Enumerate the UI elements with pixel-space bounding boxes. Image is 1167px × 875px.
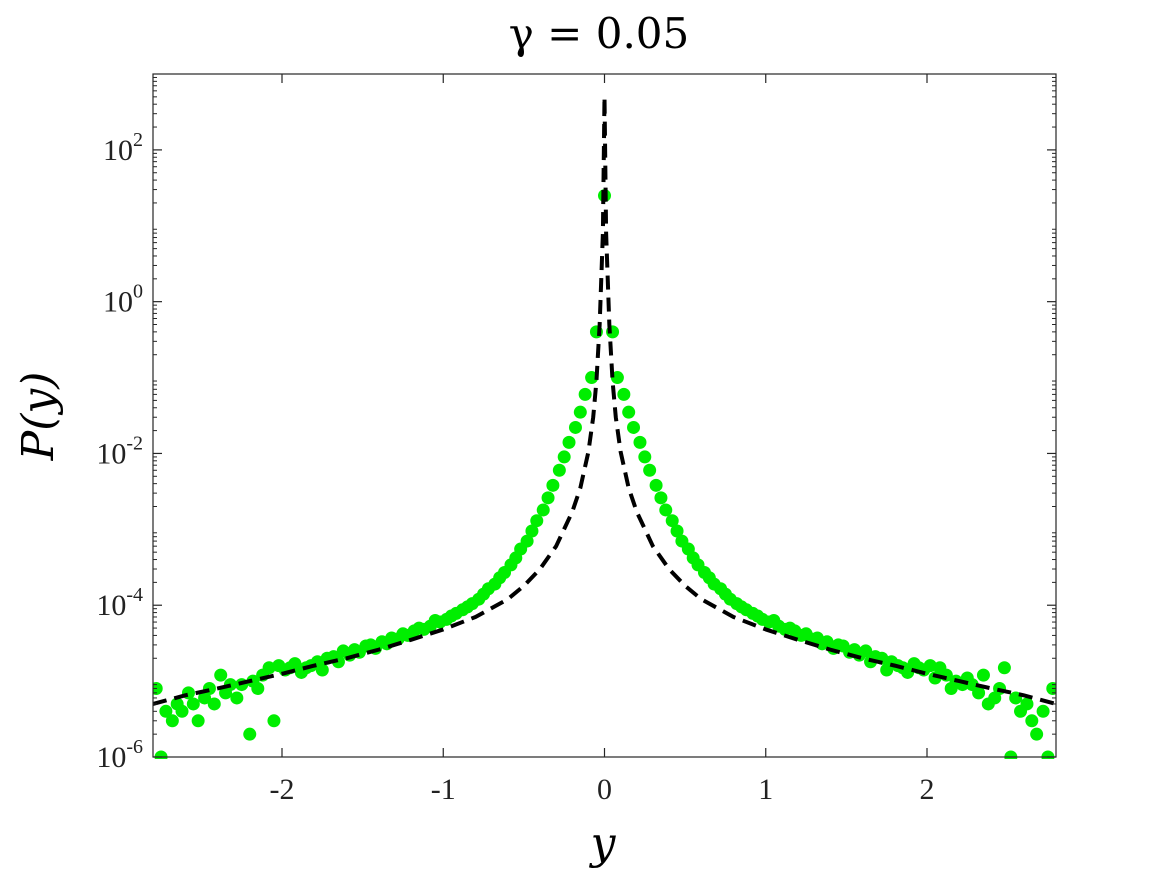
data-point xyxy=(923,659,937,673)
data-point xyxy=(186,697,200,711)
data-point xyxy=(1036,704,1050,718)
data-series xyxy=(153,94,1056,759)
data-point xyxy=(175,704,189,718)
data-point xyxy=(859,644,873,658)
data-point xyxy=(622,405,636,419)
data-point xyxy=(159,704,173,718)
data-point xyxy=(191,714,205,728)
data-point xyxy=(557,450,571,464)
data-point xyxy=(1020,697,1034,711)
y-axis-label: P(y) xyxy=(13,372,64,462)
data-point xyxy=(573,405,587,419)
data-point xyxy=(251,681,265,695)
data-point xyxy=(659,503,673,517)
data-point xyxy=(520,534,534,548)
data-point xyxy=(627,420,641,434)
data-point xyxy=(315,663,329,677)
x-tick-label: 1 xyxy=(758,773,773,806)
data-point xyxy=(552,463,566,477)
y-tick-label: 10-6 xyxy=(96,736,143,774)
x-tick-label: 0 xyxy=(597,773,612,806)
y-tick-label: 102 xyxy=(103,129,143,167)
data-point xyxy=(331,655,345,669)
data-point xyxy=(665,514,679,528)
data-point xyxy=(536,503,550,517)
data-point xyxy=(153,681,163,695)
data-point xyxy=(972,686,986,700)
data-point xyxy=(207,697,221,711)
data-point xyxy=(1030,727,1044,741)
data-point xyxy=(1025,714,1039,728)
plot-area xyxy=(153,94,1056,759)
data-point xyxy=(243,727,257,741)
data-point xyxy=(165,714,179,728)
data-point xyxy=(568,420,582,434)
data-point xyxy=(643,463,657,477)
data-point xyxy=(654,491,668,505)
data-point xyxy=(214,668,228,682)
chart-title: γ = 0.05 xyxy=(509,9,690,58)
y-tick-label: 10-4 xyxy=(96,584,143,622)
data-point xyxy=(649,478,663,492)
data-point xyxy=(230,691,244,705)
data-point xyxy=(976,668,990,682)
data-point xyxy=(541,491,555,505)
x-tick-label: -1 xyxy=(431,773,456,806)
data-point xyxy=(670,524,684,538)
data-point xyxy=(617,387,631,401)
data-point xyxy=(578,387,592,401)
data-point xyxy=(997,661,1011,675)
x-tick-label: 2 xyxy=(920,773,935,806)
data-point xyxy=(267,714,281,728)
data-point xyxy=(633,435,647,449)
data-point xyxy=(262,661,276,675)
x-axis-label: y xyxy=(589,818,617,869)
y-tick-label: 10-2 xyxy=(96,432,143,470)
data-point xyxy=(525,524,539,538)
data-point xyxy=(530,514,544,528)
axis-ticks: -2 -1 0 1 2 10-6 10-4 10-2 100 102 xyxy=(96,74,1056,806)
x-tick-label: -2 xyxy=(270,773,295,806)
data-point xyxy=(1046,681,1056,695)
fit-curve xyxy=(153,94,1056,706)
data-point xyxy=(546,478,560,492)
data-point xyxy=(562,435,576,449)
data-point xyxy=(638,450,652,464)
y-tick-label: 100 xyxy=(103,281,143,319)
